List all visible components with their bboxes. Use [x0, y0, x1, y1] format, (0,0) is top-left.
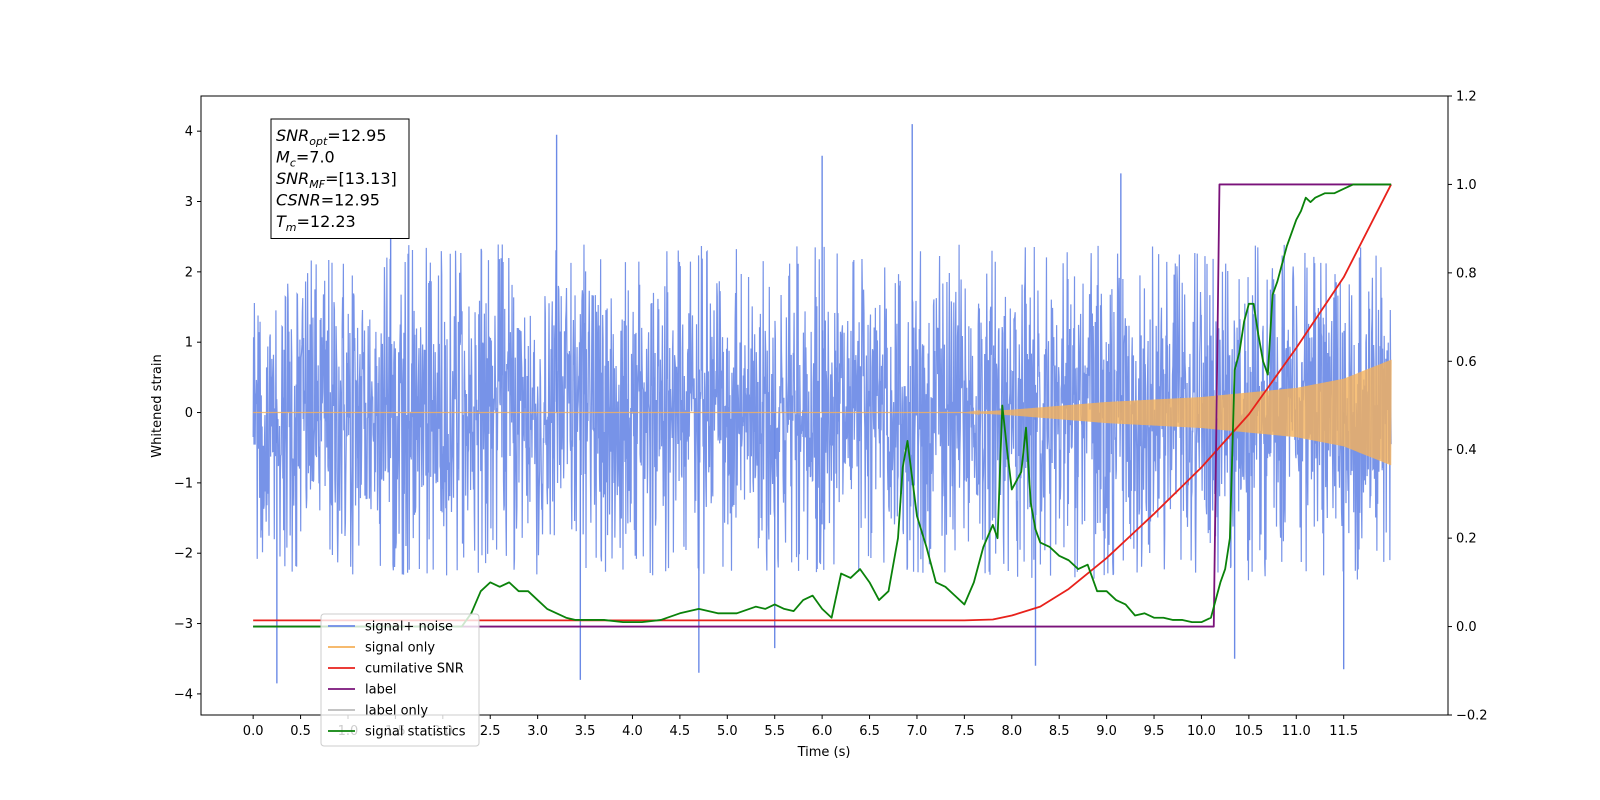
series-signal-noise: [252, 244, 1392, 581]
x-tick-label: 9.5: [1144, 724, 1165, 739]
x-tick-label: 7.5: [954, 724, 975, 739]
x-tick-label: 5.5: [764, 724, 785, 739]
x-tick-label: 0.0: [243, 724, 264, 739]
legend-label: signal statistics: [365, 725, 466, 740]
x-tick-label: 8.0: [1001, 724, 1022, 739]
legend-frame: [320, 613, 480, 747]
series-label: [253, 183, 1392, 628]
x-tick-label: 8.5: [1049, 724, 1070, 739]
legend-label: cumilative SNR: [365, 662, 464, 677]
series-signal-only: [253, 359, 1392, 466]
y-tick-label: 0: [185, 406, 193, 421]
y2-tick-label: 0.4: [1456, 443, 1477, 458]
series-layer: [252, 124, 1392, 684]
annotation-frame: [270, 118, 410, 239]
x-tick-label: 4.5: [670, 724, 691, 739]
y2-tick-label: 0.0: [1456, 620, 1477, 635]
annotation-line: SNRopt=12.95: [276, 126, 387, 148]
y-tick-label: 2: [185, 265, 193, 280]
y2-tick-label: 0.6: [1456, 355, 1477, 370]
x-tick-label: 5.0: [717, 724, 738, 739]
annotation-line: Mc=7.0: [276, 148, 335, 170]
x-tick-label: 0.5: [290, 724, 311, 739]
x-tick-label: 3.5: [575, 724, 596, 739]
y2-tick-label: 1.2: [1456, 90, 1477, 105]
y-tick-label: −4: [174, 687, 193, 702]
legend-label: label: [365, 683, 396, 698]
x-tick-label: 11.0: [1282, 724, 1311, 739]
x-axis: 0.00.51.01.52.02.53.03.54.04.55.05.56.06…: [243, 715, 1358, 739]
y2-tick-label: 1.0: [1456, 178, 1477, 193]
y-axis-left: −4 −3 −2 −1 0 1 2 3 4: [174, 125, 201, 702]
y2-tick-label: −0.2: [1456, 709, 1488, 724]
x-tick-label: 9.0: [1096, 724, 1117, 739]
y2-tick-label: 0.8: [1456, 266, 1477, 281]
x-tick-label: 4.0: [622, 724, 643, 739]
legend-label: label only: [365, 704, 428, 719]
legend: signal+ noise signal only cumilative SNR la…: [320, 613, 480, 747]
x-tick-label: 10.0: [1187, 724, 1216, 739]
series-signal-statistics: [253, 183, 1392, 628]
y-tick-label: −3: [174, 617, 193, 632]
annotation-line: CSNR=12.95: [276, 191, 380, 210]
x-tick-label: 6.0: [812, 724, 833, 739]
x-tick-label: 7.0: [907, 724, 928, 739]
x-tick-label: 11.5: [1329, 724, 1358, 739]
x-tick-label: 3.0: [527, 724, 548, 739]
x-tick-label: 6.5: [859, 724, 880, 739]
y-axis-right: −0.2 0.0 0.2 0.4 0.6 0.8 1.0 1.2: [1448, 90, 1488, 724]
legend-label: signal only: [365, 641, 435, 656]
x-axis-title: Time (s): [797, 745, 851, 760]
legend-label: signal+ noise: [365, 620, 453, 635]
x-tick-label: 10.5: [1234, 724, 1263, 739]
y-tick-label: 4: [185, 125, 193, 140]
y2-tick-label: 0.2: [1456, 532, 1477, 547]
annotation-line: SNRMF=[13.13]: [276, 169, 397, 191]
y-tick-label: −2: [174, 547, 193, 562]
y-axis-title: Whitened strain: [150, 354, 165, 457]
annotation-line: Tm=12.23: [276, 212, 356, 234]
plot-area-frame: [200, 95, 1449, 716]
y-tick-label: 3: [185, 195, 193, 210]
x-tick-label: 2.5: [480, 724, 501, 739]
series-cumilative-snr: [253, 184, 1392, 622]
y-tick-label: 1: [185, 336, 193, 351]
annotation-box: SNRopt=12.95Mc=7.0SNRMF=[13.13]CSNR=12.9…: [270, 118, 410, 239]
y-tick-label: −1: [174, 476, 193, 491]
